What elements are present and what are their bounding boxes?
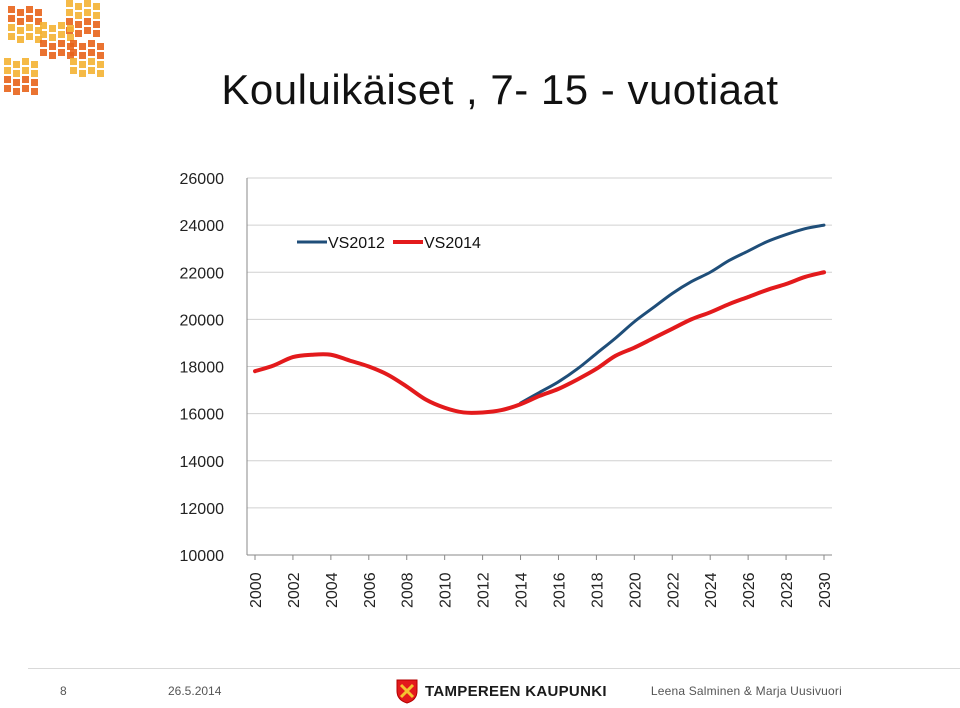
- x-tick-label: 2020: [627, 572, 644, 608]
- x-tick-label: 2000: [248, 572, 265, 608]
- legend-label: VS2012: [328, 235, 385, 252]
- x-tick-label: 2022: [665, 572, 682, 608]
- y-tick-label: 12000: [180, 501, 225, 518]
- organization-logo: TAMPEREEN KAUPUNKI: [395, 678, 607, 704]
- y-tick-label: 16000: [180, 407, 225, 424]
- y-tick-label: 10000: [180, 548, 225, 565]
- y-tick-label: 14000: [180, 454, 225, 471]
- series-line-vs2014: [253, 270, 826, 415]
- x-tick-label: 2024: [703, 572, 720, 608]
- x-tick-label: 2010: [438, 572, 455, 608]
- authors: Leena Salminen & Marja Uusivuori: [650, 684, 842, 698]
- x-tick-label: 2004: [324, 572, 341, 608]
- x-tick-label: 2030: [817, 572, 834, 608]
- x-tick-label: 2026: [741, 572, 758, 608]
- series-line-vs2012: [519, 223, 826, 405]
- x-tick-label: 2006: [362, 572, 379, 608]
- x-tick-label: 2018: [589, 572, 606, 608]
- tampere-crest-icon: [396, 679, 418, 704]
- slide-date: 26.5.2014: [168, 684, 222, 698]
- line-chart: 10000 12000 14000 16000 18000 20000 22000 24000…: [180, 171, 835, 608]
- slide-number: 8: [60, 684, 67, 698]
- y-tick-label: 20000: [180, 312, 225, 329]
- x-tick-label: 2016: [551, 572, 568, 608]
- y-tick-label: 18000: [180, 360, 225, 377]
- chart-legend: VS2012 VS2014: [297, 235, 481, 252]
- x-tick-label: 2008: [400, 572, 417, 608]
- x-tick-label: 2012: [476, 572, 493, 608]
- x-tick-label: 2002: [286, 572, 303, 608]
- x-tick-label: 2014: [514, 572, 531, 608]
- footer-divider: [28, 668, 960, 669]
- organization-name: TAMPEREEN KAUPUNKI: [425, 682, 607, 700]
- y-tick-label: 26000: [180, 171, 225, 188]
- y-tick-label: 24000: [180, 218, 225, 235]
- legend-label: VS2014: [424, 235, 481, 252]
- city-wave-logo-icon: [4, 0, 104, 95]
- x-tick-label: 2028: [779, 572, 796, 608]
- chart-title: Kouluikäiset , 7- 15 - vuotiaat: [221, 66, 779, 113]
- y-tick-label: 22000: [180, 265, 225, 282]
